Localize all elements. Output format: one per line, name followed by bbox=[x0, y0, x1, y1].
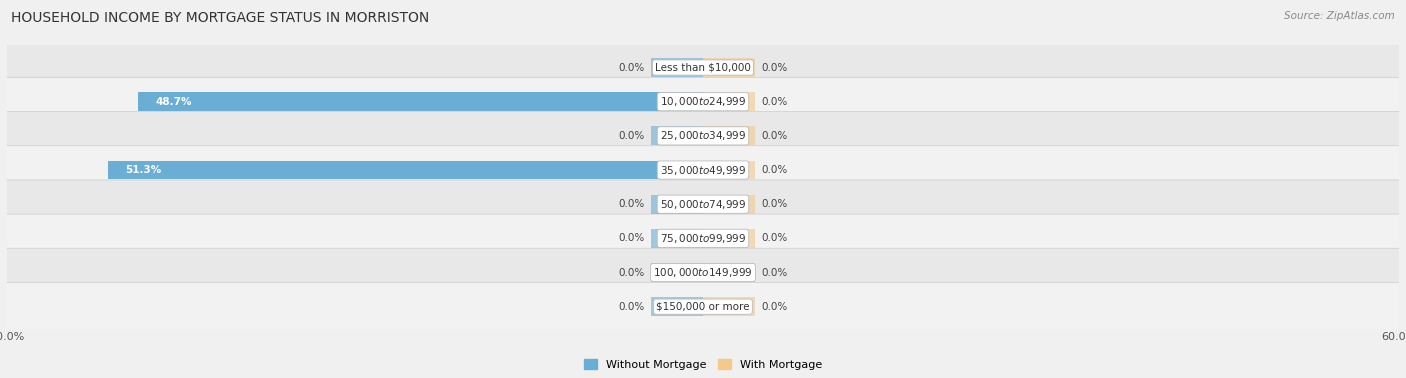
Text: Source: ZipAtlas.com: Source: ZipAtlas.com bbox=[1284, 11, 1395, 21]
Bar bbox=[108, 161, 703, 180]
Text: $50,000 to $74,999: $50,000 to $74,999 bbox=[659, 198, 747, 211]
FancyBboxPatch shape bbox=[4, 214, 1402, 263]
Text: 0.0%: 0.0% bbox=[619, 199, 645, 209]
Text: Less than $10,000: Less than $10,000 bbox=[655, 63, 751, 73]
Text: 0.0%: 0.0% bbox=[619, 63, 645, 73]
FancyBboxPatch shape bbox=[4, 43, 1402, 92]
FancyBboxPatch shape bbox=[4, 77, 1402, 126]
Text: 0.0%: 0.0% bbox=[761, 63, 787, 73]
Text: 0.0%: 0.0% bbox=[619, 268, 645, 277]
Text: $35,000 to $49,999: $35,000 to $49,999 bbox=[659, 164, 747, 177]
Text: 0.0%: 0.0% bbox=[761, 233, 787, 243]
Bar bbox=[138, 92, 703, 111]
Text: 0.0%: 0.0% bbox=[761, 97, 787, 107]
Text: 0.0%: 0.0% bbox=[761, 131, 787, 141]
Text: 0.0%: 0.0% bbox=[761, 199, 787, 209]
Bar bbox=[651, 263, 703, 282]
Bar bbox=[651, 229, 703, 248]
Text: $25,000 to $34,999: $25,000 to $34,999 bbox=[659, 129, 747, 143]
Text: 48.7%: 48.7% bbox=[156, 97, 193, 107]
Text: 0.0%: 0.0% bbox=[761, 165, 787, 175]
Text: 0.0%: 0.0% bbox=[761, 302, 787, 311]
Text: 0.0%: 0.0% bbox=[619, 233, 645, 243]
Text: $100,000 to $149,999: $100,000 to $149,999 bbox=[654, 266, 752, 279]
Text: $75,000 to $99,999: $75,000 to $99,999 bbox=[659, 232, 747, 245]
Bar bbox=[703, 58, 755, 77]
Bar bbox=[703, 127, 755, 145]
Text: 0.0%: 0.0% bbox=[619, 302, 645, 311]
Bar bbox=[651, 297, 703, 316]
Bar bbox=[651, 127, 703, 145]
Text: 0.0%: 0.0% bbox=[761, 268, 787, 277]
Bar bbox=[703, 229, 755, 248]
Bar bbox=[703, 297, 755, 316]
Text: $10,000 to $24,999: $10,000 to $24,999 bbox=[659, 95, 747, 108]
Legend: Without Mortgage, With Mortgage: Without Mortgage, With Mortgage bbox=[579, 355, 827, 374]
Bar bbox=[703, 195, 755, 214]
Bar bbox=[651, 58, 703, 77]
Bar bbox=[703, 263, 755, 282]
FancyBboxPatch shape bbox=[4, 248, 1402, 297]
FancyBboxPatch shape bbox=[4, 146, 1402, 194]
Text: HOUSEHOLD INCOME BY MORTGAGE STATUS IN MORRISTON: HOUSEHOLD INCOME BY MORTGAGE STATUS IN M… bbox=[11, 11, 429, 25]
Bar bbox=[703, 92, 755, 111]
FancyBboxPatch shape bbox=[4, 180, 1402, 228]
Text: $150,000 or more: $150,000 or more bbox=[657, 302, 749, 311]
FancyBboxPatch shape bbox=[4, 112, 1402, 160]
Bar bbox=[651, 195, 703, 214]
Text: 51.3%: 51.3% bbox=[125, 165, 162, 175]
Bar bbox=[703, 161, 755, 180]
Text: 0.0%: 0.0% bbox=[619, 131, 645, 141]
FancyBboxPatch shape bbox=[4, 282, 1402, 331]
